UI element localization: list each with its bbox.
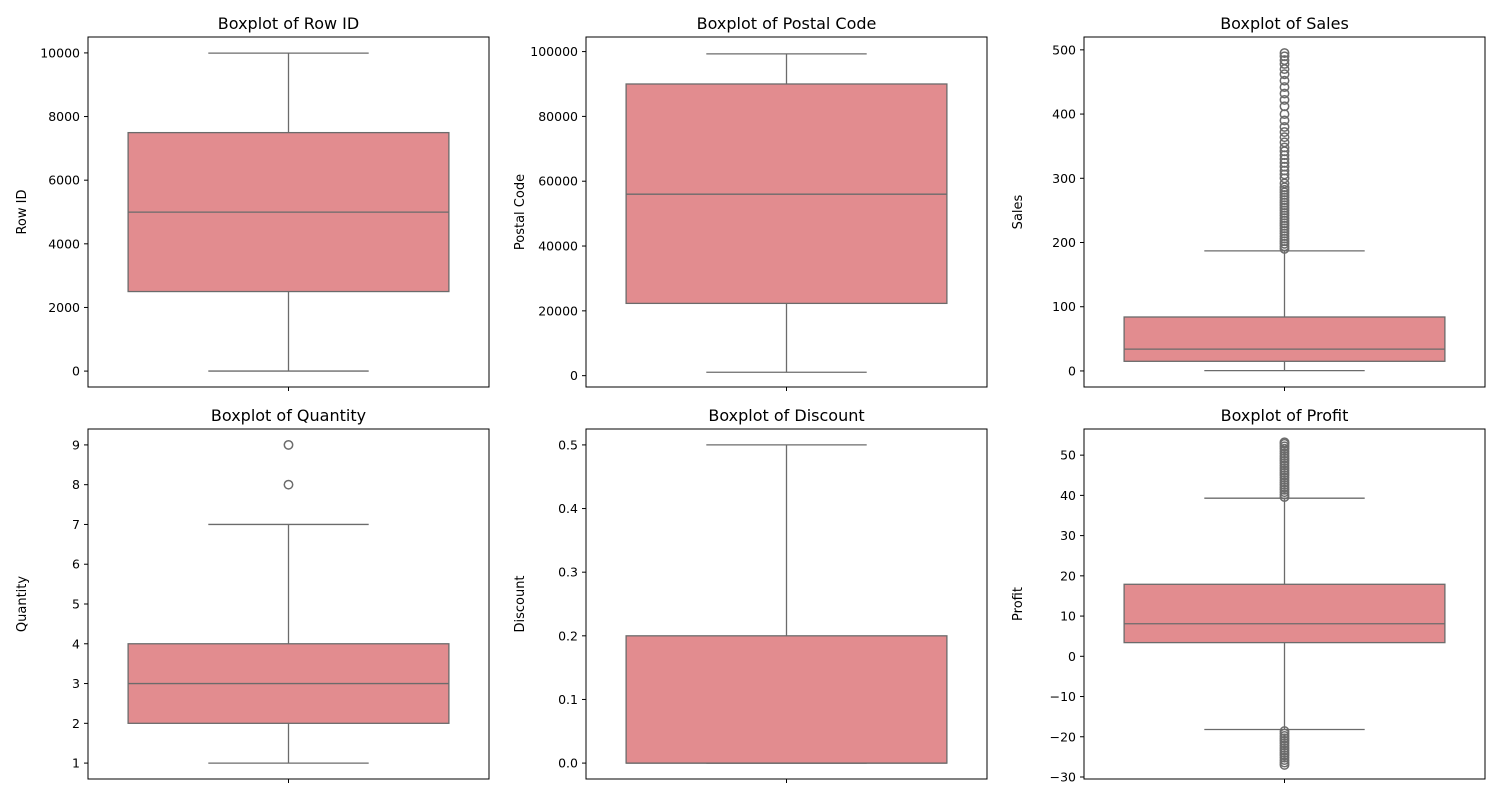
y-tick-label: 60000 (538, 174, 578, 189)
y-tick-label: 80000 (538, 109, 578, 124)
outlier-point (1279, 101, 1290, 112)
y-tick-label: 0.2 (558, 628, 578, 643)
outlier-point (1279, 137, 1290, 148)
y-tick-label: 2000 (48, 300, 80, 315)
y-tick-label: 10000 (40, 45, 80, 60)
outlier-point (1279, 132, 1290, 143)
chart-title: Boxplot of Profit (1221, 406, 1349, 425)
y-axis-label: Row ID (15, 189, 30, 234)
y-tick-label: 9 (72, 437, 80, 452)
y-tick-label: −20 (1050, 729, 1076, 744)
y-tick-label: 0 (1068, 649, 1076, 664)
y-tick-label: 0.0 (558, 756, 578, 771)
outlier-point (283, 439, 294, 450)
iqr-box (1123, 583, 1446, 644)
iqr-box (1123, 316, 1446, 362)
y-tick-label: 0 (570, 368, 578, 383)
y-tick-label: 40000 (538, 239, 578, 254)
outlier-point (1279, 55, 1290, 66)
y-axis-label: Postal Code (513, 174, 528, 250)
y-tick-label: 4 (72, 636, 80, 651)
chart-title: Boxplot of Sales (1220, 14, 1349, 33)
y-tick-label: 8 (72, 477, 80, 492)
y-tick-label: 6000 (48, 173, 80, 188)
y-tick-label: 0.5 (558, 437, 578, 452)
y-tick-label: 10 (1060, 609, 1076, 624)
outlier-point (1279, 759, 1290, 770)
y-tick-label: 30 (1060, 528, 1076, 543)
y-axis-label: Profit (1011, 587, 1026, 621)
axes-frame (87, 428, 490, 780)
y-tick-label: 0.1 (558, 692, 578, 707)
y-tick-label: −10 (1050, 689, 1076, 704)
iqr-box (625, 635, 948, 764)
y-tick-label: 5 (72, 597, 80, 612)
y-tick-label: 0.3 (558, 565, 578, 580)
y-tick-label: −30 (1050, 769, 1076, 784)
y-tick-label: 0.4 (558, 501, 578, 516)
y-tick-label: 7 (72, 517, 80, 532)
y-tick-label: 100 (1052, 299, 1076, 314)
chart-title: Boxplot of Quantity (211, 406, 366, 425)
outlier-point (1279, 94, 1290, 105)
outlier-point (1279, 121, 1290, 132)
outlier-point (283, 479, 294, 490)
subplot-1: Boxplot of Row ID Row ID 0 2000 4000 6000 8000… (15, 14, 490, 391)
subplot-3: Boxplot of Sales Sales 0 100 200 300 400 500 (1011, 14, 1486, 391)
outlier-point (1279, 127, 1290, 137)
y-axis-label: Quantity (15, 576, 30, 632)
y-tick-label: 300 (1052, 171, 1076, 186)
y-tick-label: 20000 (538, 303, 578, 318)
chart-title: Boxplot of Discount (708, 406, 864, 425)
y-tick-label: 3 (72, 676, 80, 691)
y-tick-label: 0 (1068, 363, 1076, 378)
y-tick-label: 4000 (48, 236, 80, 251)
subplot-6: Boxplot of Profit Profit −30 −20 −10 0 10 20 30 4… (1011, 406, 1486, 784)
y-tick-label: 2 (72, 716, 80, 731)
outlier-point (1279, 75, 1290, 86)
outlier-point (1279, 48, 1290, 59)
chart-title: Boxplot of Postal Code (697, 14, 877, 33)
y-tick-label: 40 (1060, 488, 1076, 503)
y-tick-label: 500 (1052, 42, 1076, 57)
subplot-5: Boxplot of Discount Discount 0.0 0.1 0.2 0.3 0… (513, 406, 988, 783)
axes-frame (1083, 428, 1486, 780)
y-tick-label: 20 (1060, 568, 1076, 583)
y-axis-label: Discount (513, 575, 528, 632)
y-tick-label: 6 (72, 557, 80, 572)
y-tick-label: 50 (1060, 448, 1076, 463)
subplot-2: Boxplot of Postal Code Postal Code 0 20000 4… (513, 14, 988, 391)
y-tick-label: 200 (1052, 235, 1076, 250)
outlier-point (1279, 51, 1290, 62)
outlier-point (1279, 142, 1290, 153)
outlier-point (1279, 437, 1290, 448)
y-tick-label: 100000 (530, 44, 578, 59)
y-tick-label: 400 (1052, 107, 1076, 122)
y-tick-label: 8000 (48, 109, 80, 124)
y-axis-label: Sales (1011, 194, 1026, 229)
axes-frame (585, 428, 988, 780)
outlier-point (1279, 69, 1290, 80)
y-tick-label: 1 (72, 756, 80, 771)
chart-title: Boxplot of Row ID (218, 14, 359, 33)
y-tick-label: 0 (72, 364, 80, 379)
axes-frame (87, 36, 490, 388)
outlier-point (1279, 82, 1290, 93)
outlier-point (1279, 88, 1290, 99)
axes-frame (585, 36, 988, 388)
subplot-4: Boxplot of Quantity Quantity 1 2 3 4 5 6 7 8 9 (15, 406, 490, 783)
axes-frame (1083, 36, 1486, 388)
outlier-point (1279, 115, 1290, 126)
